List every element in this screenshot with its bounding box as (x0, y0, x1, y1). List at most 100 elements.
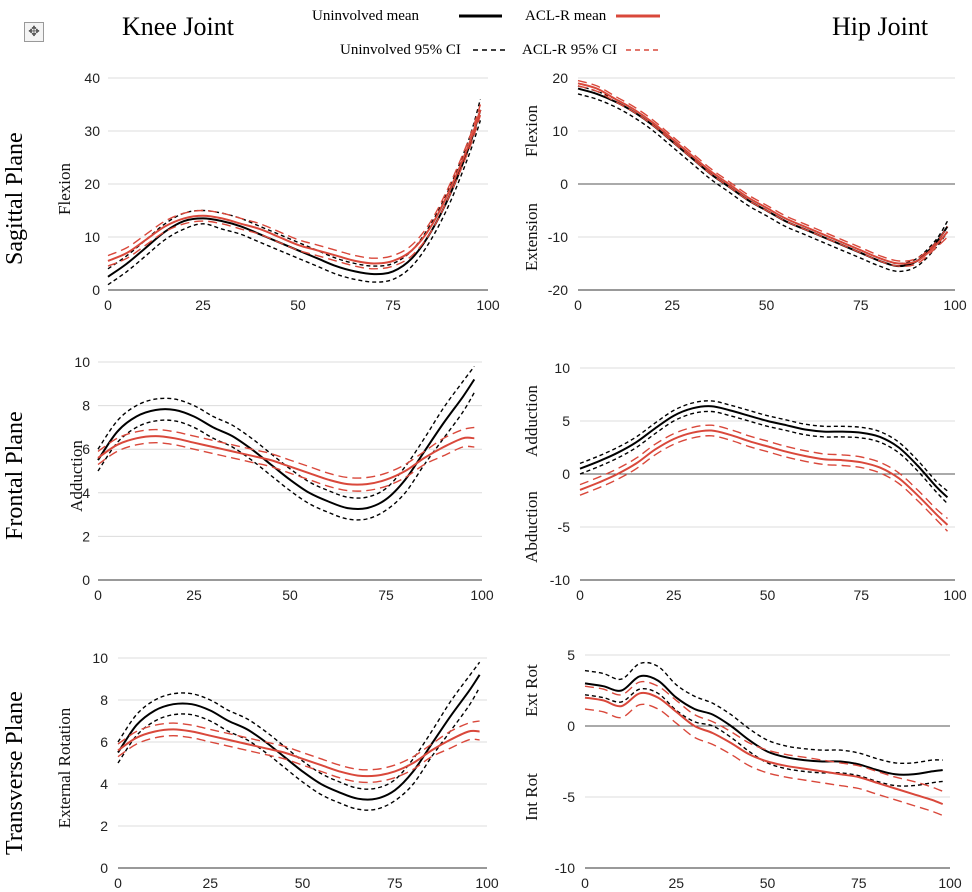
y-tick-label: -10 (555, 860, 575, 876)
series-line-uninvolved-95-ci-upper (584, 661, 943, 765)
y-axis-label: Adduction (67, 440, 86, 512)
series-line-uninvolved-mean (117, 674, 481, 801)
x-tick-label: 0 (576, 587, 584, 603)
x-tick-label: 50 (295, 875, 311, 891)
series-line-acl-r-95-ci-upper (577, 79, 949, 262)
x-tick-label: 50 (760, 587, 776, 603)
x-tick-label: 0 (94, 587, 102, 603)
y-tick-label: 20 (84, 176, 100, 192)
x-tick-label: 25 (202, 875, 218, 891)
y-tick-label: -5 (563, 789, 576, 805)
y-tick-label: 5 (567, 647, 575, 663)
x-tick-label: 75 (387, 875, 403, 891)
legend-label-aclr-ci: ACL-R 95% CI (522, 42, 617, 58)
x-tick-label: 0 (114, 875, 122, 891)
x-tick-label: 75 (853, 587, 869, 603)
series-line-uninvolved-mean (584, 674, 943, 776)
y-tick-label: 10 (552, 123, 568, 139)
series-line-acl-r-mean (584, 691, 944, 806)
series-line-uninvolved-95-ci-upper (117, 661, 481, 790)
series-line-uninvolved-95-ci-lower (97, 392, 475, 521)
chart-hip-sagittal: -20 -10 0 10 20 0 25 50 75 100 Flexion Extension (522, 70, 967, 313)
x-tick-label: 50 (290, 297, 306, 313)
series-line-acl-r-95-ci-lower (579, 435, 948, 532)
y-tick-label: -20 (548, 282, 568, 298)
x-tick-label: 25 (668, 875, 684, 891)
legend-label-uninvolved-ci: Uninvolved 95% CI (340, 42, 461, 58)
y-tick-label: 0 (100, 860, 108, 876)
y-axis-label-bottom: Abduction (522, 491, 541, 563)
series-line-uninvolved-95-ci-lower (577, 93, 949, 273)
y-axis-label: Flexion (55, 163, 74, 215)
row-title-transverse: Transverse Plane (2, 691, 28, 855)
series-line-uninvolved-95-ci-lower (579, 410, 949, 505)
y-axis-label-top: Ext Rot (522, 664, 541, 717)
x-tick-label: 75 (853, 297, 869, 313)
x-tick-label: 100 (943, 587, 967, 603)
y-axis-label-top: Adduction (522, 385, 541, 457)
y-tick-label: 0 (82, 572, 90, 588)
y-tick-label: 4 (82, 485, 90, 501)
series-line-acl-r-95-ci-upper (117, 720, 480, 771)
series-line-uninvolved-95-ci-upper (579, 400, 948, 492)
x-tick-label: 0 (574, 297, 582, 313)
x-tick-label: 50 (759, 297, 775, 313)
legend: Uninvolved mean ACL-R mean Uninvolved 95… (312, 8, 662, 58)
y-tick-label: -10 (550, 572, 570, 588)
series-line-acl-r-95-ci-lower (577, 85, 948, 268)
series-line-acl-r-95-ci-upper (107, 104, 482, 259)
x-tick-label: 100 (938, 875, 962, 891)
y-tick-label: 0 (567, 718, 575, 734)
x-tick-label: 25 (195, 297, 211, 313)
series-line-uninvolved-95-ci-lower (584, 687, 943, 787)
chart-knee-sagittal: 0 10 20 30 40 0 25 50 75 100 Flexion (55, 70, 500, 313)
move-cross-icon[interactable]: ✥ (24, 22, 44, 42)
series-line-acl-r-95-ci-lower (117, 734, 480, 784)
y-tick-label: 0 (92, 282, 100, 298)
x-tick-label: 100 (476, 297, 500, 313)
y-tick-label: 6 (100, 734, 108, 750)
legend-label-uninvolved-mean: Uninvolved mean (312, 8, 420, 24)
x-tick-label: 25 (666, 587, 682, 603)
y-axis-label: External Rotation (55, 707, 74, 828)
series-line-uninvolved-mean (107, 109, 482, 278)
series-line-acl-r-95-ci-upper (97, 426, 475, 479)
y-tick-label: 10 (92, 650, 108, 666)
y-tick-label: 10 (554, 360, 570, 376)
col-title-knee: Knee Joint (122, 12, 235, 41)
series-line-uninvolved-95-ci-upper (97, 365, 475, 499)
series-line-acl-r-mean (97, 435, 475, 486)
y-tick-label: 20 (552, 70, 568, 86)
y-axis-label-bottom: Extension (522, 203, 541, 271)
series-line-acl-r-mean (577, 82, 949, 265)
series-line-uninvolved-mean (579, 405, 949, 499)
y-axis-label-top: Flexion (522, 105, 541, 157)
x-tick-label: 75 (851, 875, 867, 891)
x-tick-label: 50 (760, 875, 776, 891)
series-line-uninvolved-mean (97, 378, 476, 510)
series-line-acl-r-mean (117, 728, 480, 778)
series-line-uninvolved-95-ci-lower (117, 687, 481, 811)
x-tick-label: 25 (186, 587, 202, 603)
y-tick-label: 8 (100, 692, 108, 708)
y-tick-label: 30 (84, 123, 100, 139)
y-tick-label: -10 (548, 229, 568, 245)
y-tick-label: 5 (562, 413, 570, 429)
y-tick-label: 2 (82, 528, 90, 544)
series-line-acl-r-95-ci-upper (579, 424, 948, 520)
x-tick-label: 0 (104, 297, 112, 313)
x-tick-label: 50 (282, 587, 298, 603)
legend-label-aclr-mean: ACL-R mean (525, 8, 607, 24)
y-tick-label: 0 (560, 176, 568, 192)
series-line-acl-r-95-ci-lower (97, 441, 475, 492)
series-line-uninvolved-95-ci-lower (107, 120, 482, 286)
series-line-acl-r-mean (107, 109, 482, 265)
row-title-sagittal: Sagittal Plane (2, 132, 28, 265)
series-line-acl-r-95-ci-upper (584, 680, 943, 792)
y-tick-label: 6 (82, 441, 90, 457)
